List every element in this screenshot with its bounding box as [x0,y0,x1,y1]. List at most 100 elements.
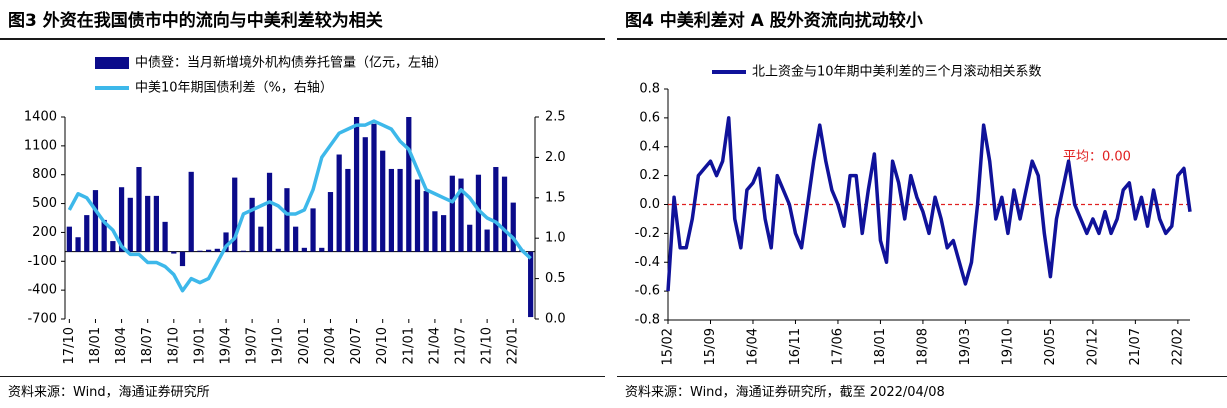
panel-left: 图3 外资在我国债市中的流向与中美利差较为相关 -700 -400 -100 200 5… [0,0,605,408]
bar [232,177,238,252]
bar [528,251,534,318]
bar [162,221,168,252]
bar [467,224,473,252]
x-tick-label: 16/04 [745,328,760,365]
x-tick-label: 15/02 [661,328,676,365]
x-tick-label: 20/04 [323,327,338,364]
x-tick-label: 17/10 [62,327,77,364]
bar [136,167,142,252]
bar [171,251,177,254]
y2-tick-label: 2.5 [545,110,566,125]
x-tick-label: 19/07 [245,327,260,364]
bar [118,187,125,252]
x-tick-label: 20/05 [1043,328,1058,365]
bar [75,237,81,252]
bar [92,190,99,252]
x-tick-label: 20/10 [375,327,390,364]
y-tick-label: 0.6 [639,110,660,125]
bar [101,219,107,252]
bar [484,229,490,252]
bar [397,168,403,252]
rule [0,376,605,377]
bar [188,171,194,252]
chart-title: 图3 外资在我国债市中的流向与中美利差较为相关 [8,11,383,31]
bar [423,191,429,252]
chart: -0.8 -0.6 -0.4 -0.2 0.0 0.2 0.4 0.6 0.8 15/02 15/0… [635,64,1192,365]
y-tick-label: -0.6 [635,284,660,299]
panel-right: 图4 中美利差对 A 股外资流向扰动较小 -0.8 -0.6 -0.4 -0.2 0.0… [617,0,1227,408]
bar [327,192,334,252]
x-tick-label: 19/04 [219,327,234,364]
bar [266,172,273,252]
bar [345,168,351,252]
x-tick-label: 18/04 [114,327,129,364]
x-tick-label: 21/07 [1128,328,1143,365]
y-tick-label: -400 [27,283,57,298]
y-tick-label: -0.2 [635,226,660,241]
bar [206,249,212,252]
bar [240,250,247,252]
bar [414,179,421,252]
y-tick-label: 0.4 [639,139,660,154]
bar [284,188,290,252]
y-tick-label: 1400 [24,110,57,125]
y-tick-label: 0.8 [639,82,660,97]
x-tick-label: 18/08 [915,328,930,365]
legend-label: 中债登：当月新增境外机构债券托管量（亿元，左轴） [135,55,447,71]
y-tick-label: 0.0 [639,197,660,212]
rule [0,38,605,40]
bar [66,226,72,252]
bar [153,195,159,252]
x-tick-label: 18/07 [140,327,155,364]
y2-tick-label: 2.0 [545,150,566,165]
bar [475,174,482,252]
bar [293,226,299,252]
y2-tick-label: 1.5 [545,190,566,205]
y-tick-label: 500 [32,196,57,211]
rule [617,38,1227,40]
bar [353,117,360,252]
line [666,116,1192,292]
bar [197,250,203,252]
bar [380,150,386,252]
bar [493,167,499,252]
x-tick-label: 19/10 [271,327,286,364]
bar [179,251,186,267]
source-note: 资料来源：Wind，海通证券研究所 [8,385,210,400]
bar [110,241,116,252]
bar [441,215,447,252]
bar [84,215,90,252]
legend-label: 北上资金与10年期中美利差的三个月滚动相关系数 [752,64,1042,80]
mean-label: 平均：0.00 [1063,150,1131,165]
bar [310,208,316,252]
x-tick-label: 18/01 [873,328,888,365]
y-tick-label: 200 [32,225,57,240]
bar [275,248,281,252]
x-tick-label: 19/01 [192,327,207,364]
y2-tick-label: 1.0 [545,231,566,246]
y-tick-label: 1100 [24,138,57,153]
legend-label: 中美10年期国债利差（%，右轴） [135,81,333,96]
bar [127,197,133,252]
x-tick-label: 16/11 [788,328,803,365]
bar [249,197,255,252]
y-tick-label: 0.2 [639,168,660,183]
chart-title: 图4 中美利差对 A 股外资流向扰动较小 [625,11,923,31]
y-tick-label: -0.4 [635,255,660,270]
source-note: 资料来源：Wind，海通证券研究所，截至 2022/04/08 [625,385,945,400]
x-tick-label: 20/12 [1085,328,1100,365]
y-tick-label: -700 [27,312,57,327]
y-tick-label: -0.8 [635,313,660,328]
bar [319,247,325,252]
x-tick-label: 18/01 [88,327,103,364]
x-tick-label: 21/10 [480,327,495,364]
bar [406,117,412,252]
x-tick-label: 21/07 [454,327,469,364]
legend-swatch [95,57,129,69]
x-tick-label: 21/04 [427,327,442,364]
x-tick-label: 20/01 [297,327,312,364]
bar [145,195,151,252]
y-tick-label: 800 [32,167,57,182]
bar [258,226,264,252]
chart: -700 -400 -100 200 500 800 1100 1400 0.0 0.5 1.0 1.… [24,55,566,365]
